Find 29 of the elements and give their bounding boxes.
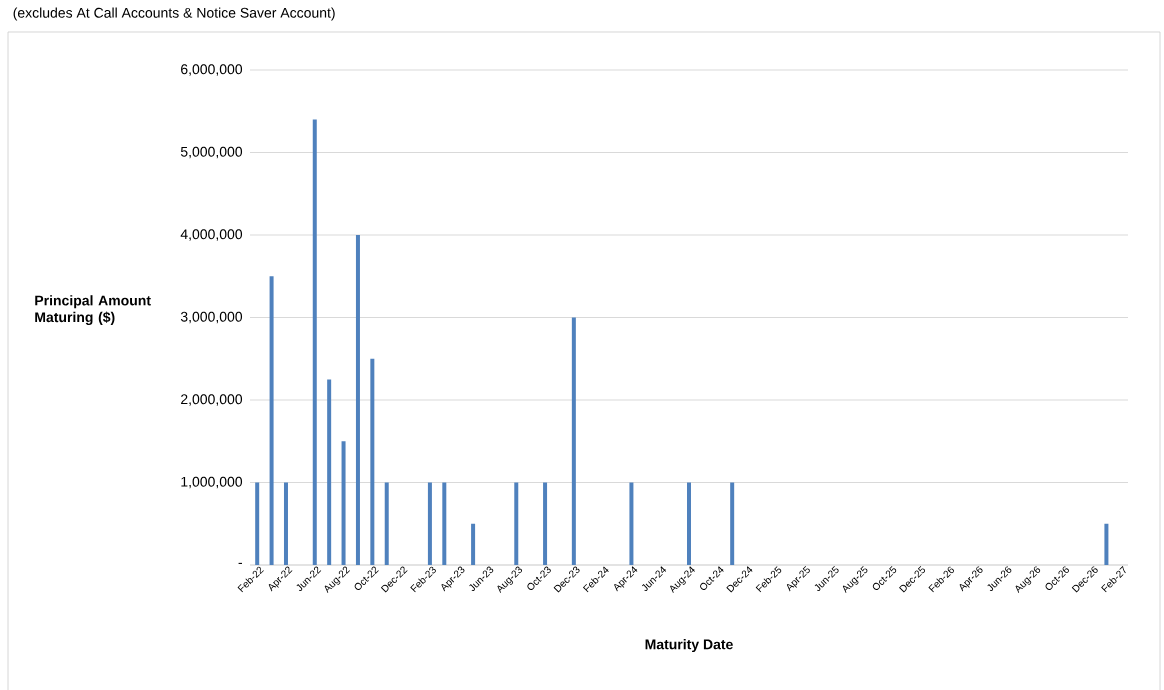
bar bbox=[571, 317, 576, 565]
bar bbox=[471, 523, 476, 565]
bar bbox=[341, 441, 346, 565]
y-axis-title: Principal Amount Maturing ($) bbox=[35, 295, 151, 325]
bar bbox=[442, 482, 447, 565]
bar bbox=[514, 482, 519, 565]
y-tick-label: 4,000,000 bbox=[180, 229, 243, 241]
bar bbox=[1104, 523, 1109, 565]
bar bbox=[283, 482, 288, 565]
x-axis-title: Maturity Date bbox=[645, 639, 733, 653]
y-tick-label: 2,000,000 bbox=[181, 394, 243, 406]
bar bbox=[629, 482, 634, 565]
bar bbox=[384, 482, 389, 565]
y-tick-label: - bbox=[238, 562, 242, 564]
bar bbox=[687, 482, 691, 565]
chart-subtitle: (excludes At Call Accounts & Notice Saver Account) bbox=[13, 7, 335, 21]
y-tick-label: 6,000,000 bbox=[181, 64, 243, 76]
y-tick-label: 3,000,000 bbox=[180, 311, 243, 324]
y-tick-label: 5,000,000 bbox=[180, 146, 243, 159]
bar bbox=[427, 482, 432, 565]
bar bbox=[355, 235, 360, 565]
bar bbox=[327, 379, 332, 565]
y-tick-label: 1,000,000 bbox=[181, 476, 243, 489]
bar bbox=[543, 482, 548, 565]
bar bbox=[730, 482, 735, 565]
bar bbox=[255, 482, 260, 565]
bar bbox=[269, 276, 274, 565]
bar bbox=[370, 358, 375, 565]
bar bbox=[312, 119, 317, 565]
